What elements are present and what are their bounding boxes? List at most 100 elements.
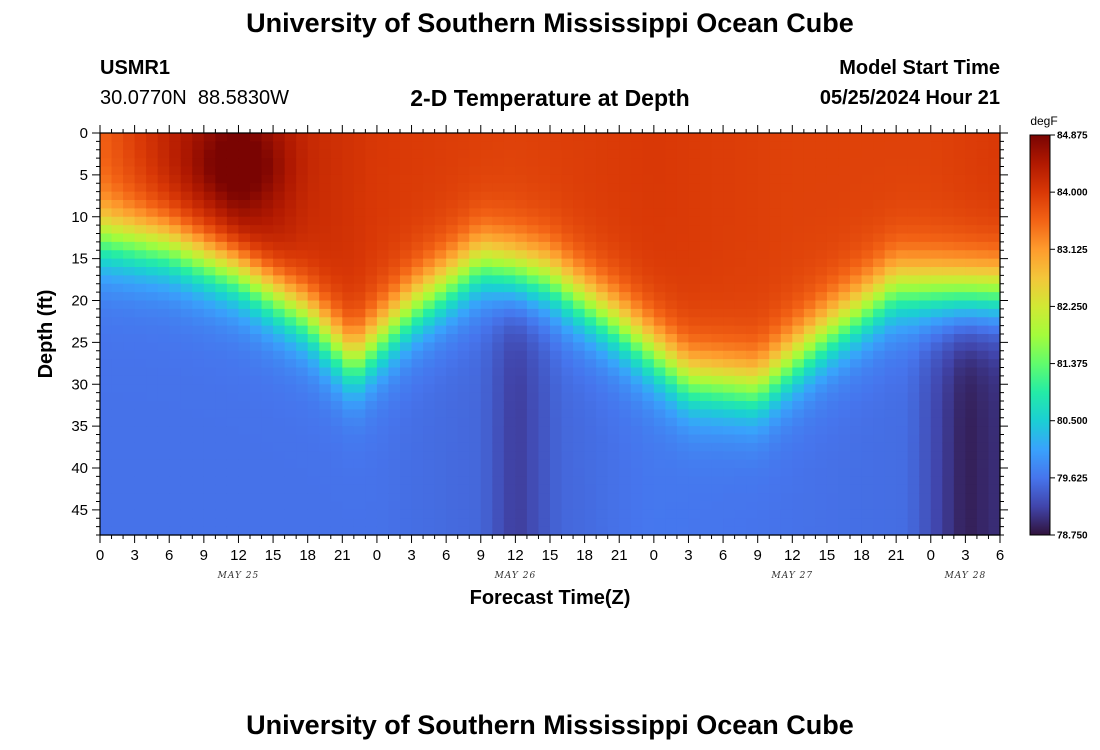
heatmap-cell	[711, 417, 724, 427]
heatmap-cell	[630, 484, 643, 494]
heatmap-cell	[538, 317, 551, 327]
heatmap-cell	[203, 158, 216, 168]
heatmap-cell	[665, 468, 678, 477]
heatmap-cell	[492, 493, 505, 503]
heatmap-cell	[757, 509, 770, 519]
heatmap-cell	[965, 334, 978, 343]
heatmap-cell	[550, 267, 563, 276]
heatmap-cell	[953, 350, 966, 360]
heatmap-cell	[630, 509, 643, 519]
heatmap-cell	[492, 518, 505, 528]
heatmap-cell	[365, 518, 378, 528]
heatmap-cell	[826, 317, 840, 327]
heatmap-cell	[365, 216, 378, 226]
heatmap-cell	[423, 434, 436, 444]
heatmap-cell	[376, 166, 390, 176]
heatmap-cell	[411, 216, 424, 226]
heatmap-cell	[665, 409, 678, 419]
heatmap-cell	[734, 350, 747, 360]
heatmap-cell	[734, 409, 747, 419]
heatmap-cell	[492, 292, 505, 302]
heatmap-cell	[653, 459, 666, 469]
heatmap-cell	[746, 434, 759, 444]
heatmap-cell	[550, 384, 563, 394]
heatmap-cell	[561, 158, 574, 168]
heatmap-cell	[884, 501, 897, 511]
heatmap-cell	[700, 434, 713, 444]
heatmap-cell	[573, 518, 586, 528]
heatmap-cell	[930, 133, 943, 142]
heatmap-cell	[780, 442, 793, 452]
heatmap-cell	[596, 149, 609, 159]
heatmap-cell	[688, 350, 701, 360]
heatmap-cell	[215, 375, 228, 385]
heatmap-cell	[769, 141, 782, 151]
heatmap-cell	[307, 426, 320, 436]
heatmap-cell	[434, 317, 447, 327]
heatmap-cell	[261, 141, 274, 151]
heatmap-cell	[965, 375, 978, 385]
heatmap-cell	[330, 451, 343, 461]
heatmap-cell	[676, 325, 690, 335]
heatmap-cell	[515, 275, 528, 285]
heatmap-cell	[607, 459, 620, 469]
heatmap-cell	[653, 208, 666, 218]
heatmap-cell	[203, 225, 216, 235]
heatmap-cell	[734, 468, 747, 477]
heatmap-cell	[607, 367, 620, 377]
heatmap-cell	[850, 317, 863, 327]
heatmap-cell	[169, 409, 182, 419]
heatmap-cell	[873, 451, 886, 461]
heatmap-cell	[296, 417, 309, 427]
heatmap-cell	[723, 459, 736, 469]
heatmap-cell	[642, 459, 655, 469]
heatmap-cell	[503, 509, 516, 519]
heatmap-cell	[988, 493, 1001, 503]
heatmap-cell	[803, 384, 816, 394]
heatmap-cell	[850, 325, 863, 335]
heatmap-cell	[653, 225, 666, 235]
heatmap-cell	[607, 484, 620, 494]
heatmap-cell	[215, 158, 228, 168]
heatmap-cell	[203, 501, 216, 511]
heatmap-cell	[584, 509, 597, 519]
heatmap-cell	[976, 350, 990, 360]
heatmap-cell	[411, 459, 424, 469]
heatmap-cell	[584, 133, 597, 142]
heatmap-cell	[100, 359, 113, 369]
heatmap-cell	[434, 191, 447, 201]
heatmap-cell	[919, 216, 932, 226]
heatmap-cell	[330, 292, 343, 302]
heatmap-cell	[342, 233, 355, 243]
heatmap-cell	[976, 275, 990, 285]
heatmap-cell	[619, 384, 632, 394]
heatmap-cell	[261, 283, 274, 293]
heatmap-cell	[296, 518, 309, 528]
heatmap-cell	[792, 283, 805, 293]
heatmap-cell	[700, 183, 713, 193]
heatmap-cell	[446, 133, 459, 142]
heatmap-cell	[296, 476, 309, 486]
heatmap-cell	[480, 225, 493, 235]
heatmap-cell	[792, 141, 805, 151]
heatmap-cell	[100, 518, 113, 528]
heatmap-cell	[250, 183, 263, 193]
heatmap-cell	[365, 434, 378, 444]
heatmap-cell	[353, 208, 366, 218]
heatmap-cell	[226, 267, 240, 276]
heatmap-cell	[123, 141, 136, 151]
heatmap-cell	[942, 375, 955, 385]
heatmap-cell	[157, 317, 170, 327]
heatmap-cell	[457, 300, 470, 310]
heatmap-cell	[411, 300, 424, 310]
heatmap-cell	[757, 174, 770, 184]
heatmap-cell	[965, 434, 978, 444]
heatmap-cell	[411, 308, 424, 318]
heatmap-cell	[884, 451, 897, 461]
heatmap-cell	[250, 275, 263, 285]
date-label: MAY 28	[944, 571, 987, 581]
heatmap-cell	[434, 367, 447, 377]
heatmap-cell	[538, 350, 551, 360]
heatmap-cell	[526, 283, 540, 293]
heatmap-cell	[284, 375, 297, 385]
